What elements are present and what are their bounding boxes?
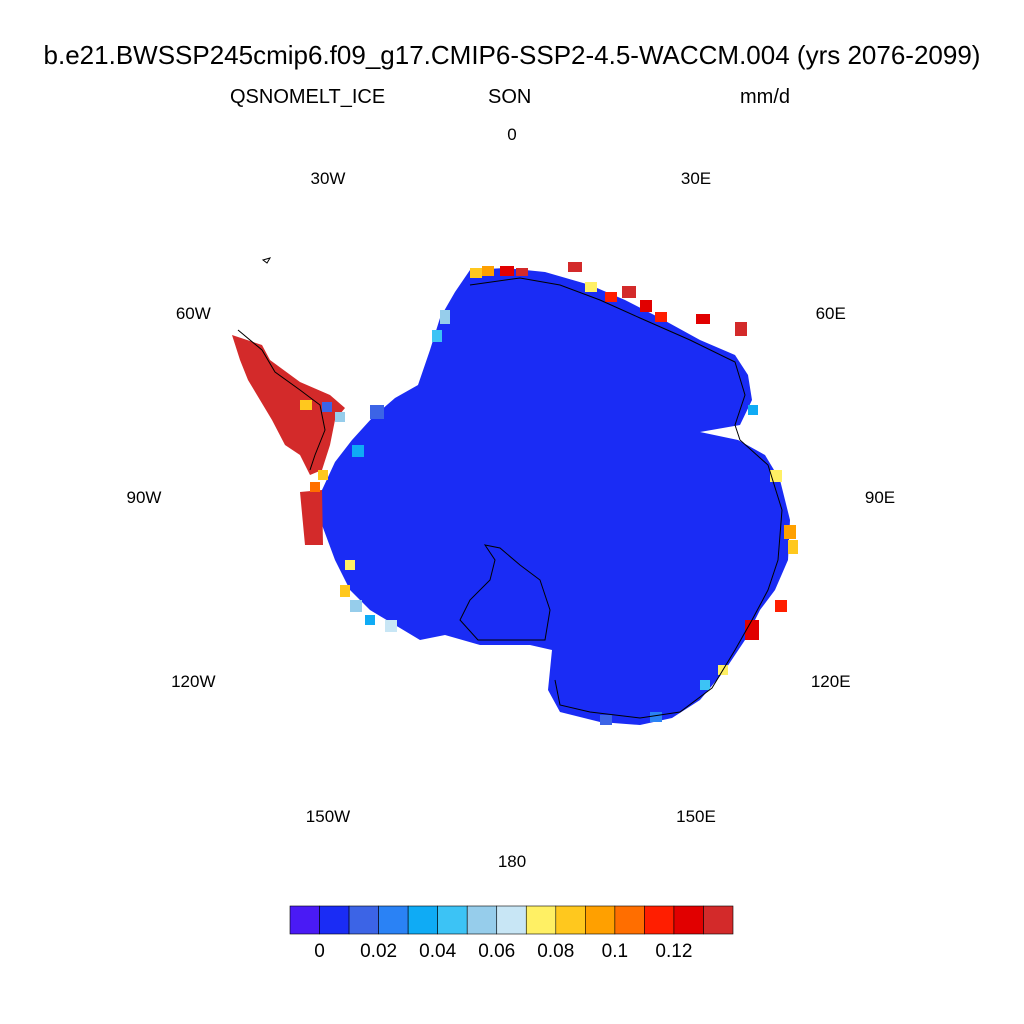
coastal-cell — [770, 470, 782, 482]
longitude-label: 60E — [815, 304, 846, 323]
coastal-cell — [600, 715, 612, 725]
colorbar-swatch — [378, 905, 409, 935]
colorbar-swatch — [319, 905, 350, 935]
longitude-label: 120E — [810, 672, 851, 691]
coastal-cell — [605, 292, 617, 302]
coastal-cell — [482, 266, 494, 276]
longitude-label: 30E — [680, 169, 712, 189]
colorbar-swatch — [555, 905, 586, 935]
peninsula-lower-block — [300, 490, 323, 545]
longitude-label: 150W — [305, 806, 351, 826]
colorbar-tick-label: 0 — [314, 941, 325, 962]
coastal-cell — [340, 585, 350, 597]
coastal-cell — [700, 680, 710, 690]
antarctic-peninsula — [232, 335, 345, 475]
longitude-label: 120W — [171, 672, 216, 691]
colorbar-swatch — [466, 905, 498, 935]
coastal-cell — [318, 470, 328, 480]
coastal-cell — [350, 600, 362, 612]
colorbar-swatch — [348, 905, 379, 935]
colorbar-swatch — [673, 905, 704, 935]
colorbar-swatch — [407, 905, 438, 935]
colorbar-swatch — [644, 905, 675, 935]
coastal-fringe — [300, 262, 798, 725]
coastal-cell — [370, 405, 384, 419]
units-label: mm/d — [740, 86, 790, 108]
coastal-cell — [655, 312, 667, 322]
coastal-cell — [322, 402, 332, 412]
coastal-cell — [696, 314, 710, 324]
coastline — [469, 277, 783, 719]
colorbar-tick-label: 0.12 — [655, 941, 693, 962]
coastal-cell — [745, 620, 759, 640]
coastal-cell — [748, 405, 758, 415]
colorbar-tick-label: 0.08 — [537, 941, 575, 962]
longitude-label: 150E — [676, 806, 716, 826]
coastal-cell — [300, 400, 312, 410]
longitude-label: 90W — [126, 488, 162, 507]
variable-label: QSNOMELT_ICE — [230, 86, 386, 108]
islet — [261, 257, 272, 264]
season-label: SON — [488, 86, 532, 108]
coastal-cell — [385, 620, 397, 632]
colorbar-swatch — [703, 905, 734, 935]
colorbar-swatch — [614, 905, 645, 935]
colorbar-tick-label: 0.02 — [360, 941, 398, 962]
peninsula-coast — [237, 329, 326, 471]
coastal-cell — [440, 310, 450, 324]
colorbar-swatch — [289, 905, 320, 935]
coastal-cell — [500, 266, 514, 276]
coastal-cell — [735, 322, 747, 336]
longitude-label: 0 — [507, 125, 517, 144]
longitude-label: 180 — [497, 852, 527, 871]
coastal-cell — [585, 282, 597, 292]
coastal-cell — [352, 445, 364, 457]
coastal-cell — [345, 560, 355, 570]
antarctic-ice-sheet — [322, 268, 790, 725]
colorbar-tick-label: 0.06 — [478, 941, 516, 962]
coastal-cell — [650, 712, 662, 722]
coastal-cell — [775, 600, 787, 612]
coastal-cell — [516, 268, 528, 276]
coastal-cell — [470, 268, 482, 278]
coastal-cell — [365, 615, 375, 625]
longitude-label: 60W — [175, 304, 211, 323]
coastal-cell — [788, 540, 798, 554]
colorbar-swatch — [525, 905, 557, 935]
colorbar-tick-label: 0.1 — [601, 941, 629, 962]
coastal-cell — [310, 482, 320, 492]
colorbar-swatch — [437, 905, 468, 935]
coastal-cell — [432, 330, 442, 342]
longitude-label: 90E — [864, 488, 896, 507]
longitude-label: 30W — [310, 169, 346, 189]
plot-title: b.e21.BWSSP245cmip6.f09_g17.CMIP6-SSP2-4… — [43, 40, 981, 70]
coastal-cell — [568, 262, 582, 272]
coastal-cell — [335, 412, 345, 422]
colorbar-tick-label: 0.04 — [419, 941, 457, 962]
colorbar-swatch — [585, 905, 616, 935]
coastal-cell — [622, 286, 636, 298]
colorbar-swatch — [496, 905, 527, 935]
coastal-cell — [784, 525, 796, 539]
coastal-cell — [640, 300, 652, 312]
ross-ice-shelf-outline — [459, 544, 551, 641]
